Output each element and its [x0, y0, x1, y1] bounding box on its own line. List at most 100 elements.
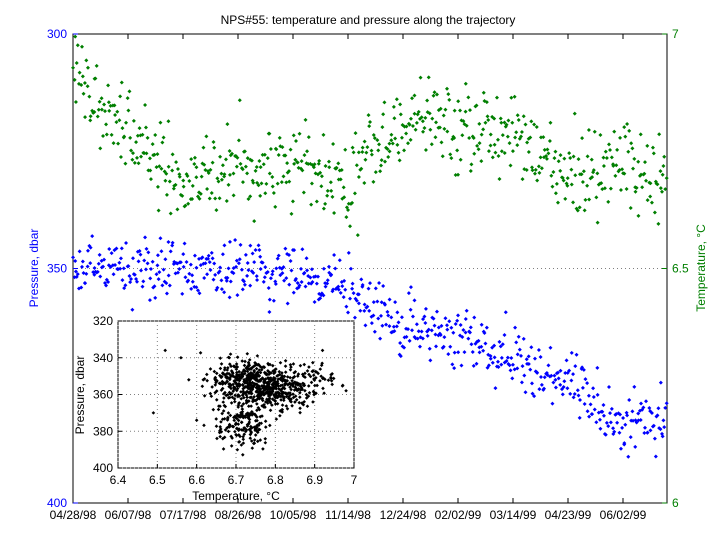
pressure-point	[551, 380, 556, 385]
inset-point	[274, 390, 278, 395]
pressure-point	[550, 401, 555, 406]
inset-point	[289, 382, 293, 387]
inset-point	[251, 397, 255, 402]
pressure-point	[246, 268, 251, 273]
pressure-point	[505, 355, 510, 360]
inset-point	[288, 367, 293, 372]
inset-point	[305, 404, 310, 409]
inset-point	[296, 383, 300, 387]
inset-point	[288, 375, 292, 380]
inset-point	[266, 398, 270, 403]
temperature-point	[364, 150, 369, 155]
pressure-point	[638, 417, 643, 422]
inset-point	[260, 398, 265, 403]
pressure-point	[438, 332, 443, 337]
main-x-tick-label: 03/14/99	[490, 508, 537, 522]
temperature-point	[92, 109, 97, 114]
pressure-point	[293, 276, 298, 281]
temperature-point	[490, 155, 495, 160]
main-x-tick-label: 06/07/98	[105, 508, 152, 522]
inset-point	[269, 389, 274, 394]
temperature-point	[75, 43, 80, 48]
pressure-point	[656, 406, 661, 411]
pressure-point	[558, 368, 563, 373]
pressure-point	[79, 264, 84, 269]
pressure-point	[170, 240, 175, 245]
temperature-point	[582, 208, 587, 213]
inset-point	[270, 363, 275, 368]
temperature-point	[356, 175, 361, 180]
inset-point	[311, 360, 315, 365]
pressure-point	[365, 304, 370, 309]
inset-point	[247, 427, 252, 432]
inset-point	[314, 391, 318, 396]
pressure-point	[580, 365, 585, 370]
temperature-point	[498, 116, 503, 121]
temperature-point	[657, 132, 662, 137]
pressure-point	[499, 362, 504, 367]
temperature-point	[452, 108, 457, 113]
pressure-point	[309, 267, 314, 272]
inset-x-tick-label: 6.7	[228, 473, 245, 487]
pressure-point	[348, 266, 353, 271]
temperature-point	[550, 184, 555, 189]
inset-point	[285, 375, 290, 379]
inset-point	[261, 365, 265, 370]
inset-point	[237, 440, 242, 444]
pressure-point	[124, 240, 129, 245]
temperature-point	[542, 147, 547, 152]
temperature-point	[548, 120, 553, 125]
pressure-point	[333, 266, 338, 271]
inset-point	[245, 369, 250, 374]
main-x-tick-label: 04/28/98	[50, 508, 97, 522]
temperature-point	[514, 130, 519, 135]
pressure-point	[636, 411, 641, 416]
temperature-point	[660, 172, 665, 177]
inset-point	[259, 367, 264, 372]
pressure-point	[321, 266, 326, 271]
temperature-point	[528, 135, 533, 140]
temperature-point	[262, 152, 267, 157]
inset-point	[215, 436, 219, 441]
inset-point	[202, 393, 207, 398]
temperature-point	[449, 156, 454, 161]
inset-point	[291, 376, 295, 380]
inset-point	[271, 381, 275, 386]
pressure-point	[402, 345, 407, 350]
inset-point	[278, 360, 283, 365]
temperature-point	[572, 111, 577, 116]
temperature-point	[541, 135, 546, 140]
temperature-point	[389, 138, 394, 143]
temperature-point	[79, 83, 84, 88]
temperature-point	[219, 177, 224, 182]
temperature-point	[209, 190, 214, 195]
temperature-point	[277, 135, 282, 140]
temperature-point	[88, 118, 93, 123]
inset-point	[245, 424, 250, 428]
inset-point	[289, 387, 293, 392]
pressure-point	[407, 338, 412, 343]
inset-point	[275, 374, 279, 378]
temperature-point	[614, 163, 619, 168]
pressure-point	[275, 256, 280, 261]
inset-point	[315, 383, 319, 388]
inset-point	[329, 378, 334, 383]
inset-point	[246, 404, 251, 409]
pressure-point	[358, 308, 363, 313]
pressure-point	[486, 363, 491, 368]
pressure-point	[92, 272, 97, 277]
inset-point	[252, 394, 256, 399]
temperature-point	[434, 120, 439, 125]
temperature-point	[271, 191, 276, 196]
temperature-point	[236, 138, 241, 143]
inset-point	[252, 370, 257, 374]
temperature-point	[230, 151, 235, 156]
temperature-point	[305, 149, 310, 154]
pressure-point	[282, 278, 287, 283]
pressure-point	[153, 295, 158, 300]
pressure-point	[242, 279, 247, 284]
temperature-point	[208, 167, 213, 172]
temperature-point	[143, 103, 148, 108]
temperature-point	[243, 164, 248, 169]
